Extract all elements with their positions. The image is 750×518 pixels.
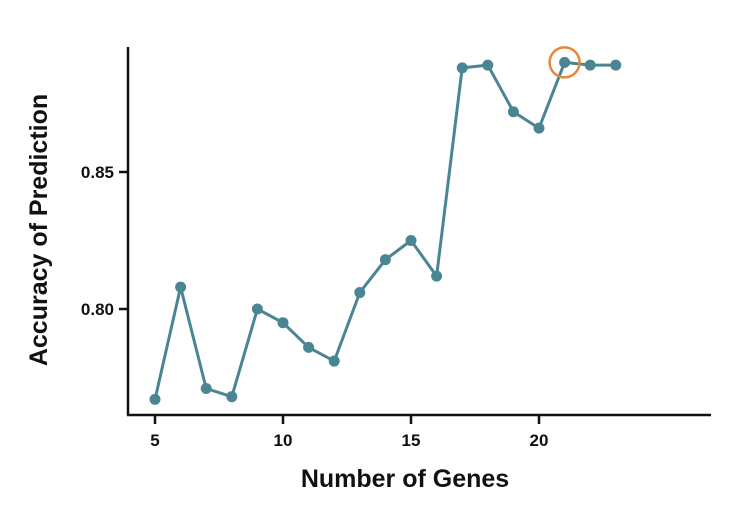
highlight-circle: [548, 46, 581, 79]
x-tick-label: 5: [150, 431, 159, 450]
data-point: [559, 56, 571, 68]
x-tick-label: 10: [274, 431, 293, 450]
data-point: [226, 391, 238, 403]
data-point: [610, 59, 622, 71]
highlight-marker: [548, 46, 581, 79]
data-point: [354, 287, 366, 299]
x-ticks: 5 10 15 20: [150, 415, 548, 450]
data-series: [149, 56, 622, 405]
x-tick-label: 20: [530, 431, 549, 450]
data-point: [328, 355, 340, 367]
data-point: [379, 254, 391, 266]
data-point: [533, 122, 545, 134]
series-line: [153, 60, 616, 400]
data-point: [303, 341, 315, 353]
x-axis-title: Number of Genes: [301, 465, 509, 493]
y-axis-title: Accuracy of Prediction: [25, 94, 53, 366]
y-tick-label: 0.80: [81, 300, 114, 319]
y-tick-label: 0.85: [81, 163, 114, 182]
data-point: [456, 62, 468, 74]
data-point: [405, 235, 417, 246]
data-point: [584, 59, 596, 71]
data-point: [431, 270, 443, 282]
data-point: [277, 317, 289, 329]
x-tick-label: 15: [402, 431, 421, 450]
data-point: [482, 59, 494, 71]
data-point: [149, 393, 161, 405]
axes: [126, 47, 711, 417]
data-point: [200, 382, 212, 394]
data-point: [251, 303, 263, 315]
data-point: [175, 281, 187, 293]
y-ticks: 0.80 0.85: [81, 163, 128, 319]
data-point: [507, 106, 519, 118]
